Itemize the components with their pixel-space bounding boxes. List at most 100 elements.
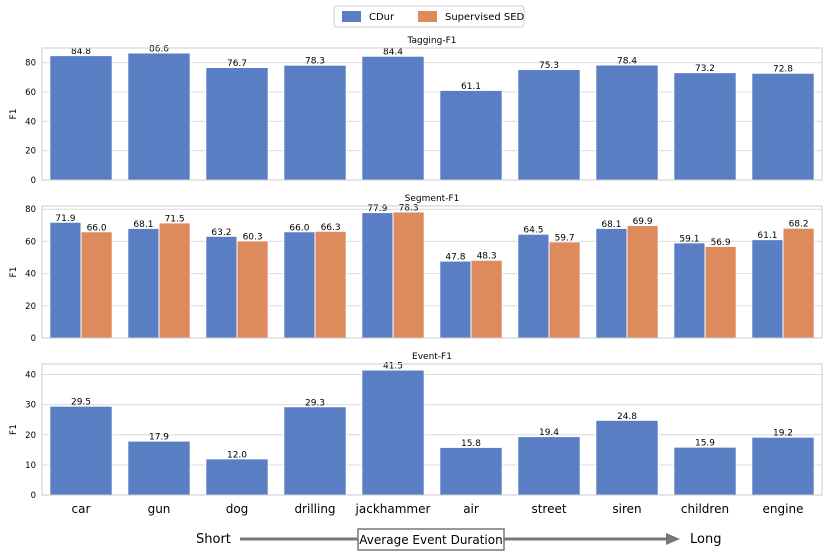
legend-swatch-cdur — [342, 11, 361, 22]
y-tick-label: 40 — [25, 371, 36, 381]
bar-air-cdur — [439, 89, 503, 181]
duration-arrow-annotation: Short Average Event Duration Long — [196, 528, 721, 551]
panel-frame — [41, 47, 823, 181]
x-tick-label-siren: siren — [612, 502, 641, 516]
bar-air-supervised-sed — [470, 259, 503, 339]
chart-panels: Tagging-F1 F1 0 20 40 60 80 84.8 86.6 76.7 78.3 84.… — [9, 36, 823, 516]
bar-value-label: 77.9 — [367, 204, 387, 214]
bar-drilling-cdur — [283, 64, 347, 181]
bar-value-label: 29.5 — [71, 398, 91, 408]
y-axis-label: F1 — [9, 424, 19, 435]
bar-value-label: 24.8 — [617, 412, 637, 422]
bar-gun-cdur — [127, 52, 191, 181]
bar-value-label: 84.4 — [383, 48, 403, 58]
bar-children-cdur — [673, 242, 706, 339]
bar-car-cdur — [49, 55, 113, 181]
bar-value-label: 63.2 — [211, 228, 231, 238]
bar-jackhammer-cdur — [361, 212, 394, 339]
bar-value-label: 68.1 — [133, 220, 153, 230]
bar-children-cdur — [673, 72, 737, 181]
bar-value-label: 84.8 — [71, 47, 91, 57]
bar-siren-cdur — [595, 419, 659, 496]
duration-center-label: Average Event Duration — [359, 533, 502, 547]
bar-value-label: 15.8 — [461, 439, 481, 449]
y-tick-label: 20 — [25, 302, 36, 312]
bar-value-label: 69.9 — [633, 217, 653, 227]
duration-arrow-head — [666, 533, 680, 545]
y-tick-label: 0 — [31, 491, 36, 501]
bar-value-label: 71.9 — [55, 214, 75, 224]
bar-value-label: 15.9 — [695, 439, 715, 449]
bar-children-supervised-sed — [704, 245, 737, 339]
bar-value-label: 60.3 — [243, 232, 263, 242]
bar-street-cdur — [517, 436, 581, 496]
bar-street-cdur — [517, 233, 550, 339]
bar-street-cdur — [517, 69, 581, 181]
bar-jackhammer-cdur — [361, 369, 425, 496]
bar-value-label: 72.8 — [773, 65, 793, 75]
y-tick-label: 60 — [25, 237, 36, 247]
bar-engine-cdur — [751, 72, 815, 181]
bar-dog-cdur — [205, 235, 238, 339]
y-tick-label: 30 — [25, 401, 36, 411]
bar-value-label: 71.5 — [165, 214, 185, 224]
bar-value-label: 68.1 — [601, 220, 621, 230]
bar-car-supervised-sed — [80, 231, 113, 339]
bar-air-cdur — [439, 260, 472, 339]
panel-title: Event-F1 — [412, 352, 452, 362]
bar-dog-supervised-sed — [236, 240, 269, 339]
bar-value-label: 78.4 — [617, 57, 637, 67]
legend-label-cdur: CDur — [369, 12, 395, 23]
bar-street-supervised-sed — [548, 241, 581, 339]
y-tick-label: 10 — [25, 461, 36, 471]
bar-value-label: 19.4 — [539, 428, 559, 438]
bar-value-label: 68.2 — [789, 220, 809, 230]
y-tick-label: 80 — [25, 59, 36, 69]
bar-dog-cdur — [205, 458, 269, 496]
bar-value-label: 47.8 — [445, 253, 465, 263]
bar-jackhammer-cdur — [361, 55, 425, 181]
y-tick-label: 60 — [25, 88, 36, 98]
bar-value-label: 56.9 — [711, 238, 731, 248]
panel-event-f1: Event-F1 F1 0 10 20 30 40 29.5 car 17.9 gun 12.0 dog… — [9, 352, 823, 516]
bar-value-label: 12.0 — [227, 450, 247, 460]
bar-gun-cdur — [127, 440, 191, 496]
bar-value-label: 64.5 — [523, 226, 543, 236]
panel-tagging-f1: Tagging-F1 F1 0 20 40 60 80 84.8 86.6 76.7 78.3 84.… — [9, 36, 823, 186]
bar-value-label: 19.2 — [773, 429, 793, 439]
bar-siren-supervised-sed — [626, 224, 659, 339]
legend: CDur Supervised SED — [333, 5, 525, 28]
y-tick-label: 40 — [25, 270, 36, 280]
bar-air-cdur — [439, 446, 503, 496]
x-tick-label-street: street — [531, 502, 566, 516]
x-tick-label-jackhammer: jackhammer — [355, 502, 431, 516]
y-tick-label: 40 — [25, 117, 36, 127]
panel-title: Segment-F1 — [405, 194, 460, 204]
bar-gun-cdur — [127, 227, 160, 339]
bar-car-cdur — [49, 405, 113, 496]
bar-value-label: 86.6 — [149, 44, 169, 54]
x-tick-label-car: car — [72, 502, 91, 516]
bar-engine-cdur — [751, 239, 784, 339]
bar-gun-supervised-sed — [158, 222, 191, 339]
bar-value-label: 66.3 — [321, 223, 341, 233]
bar-siren-cdur — [595, 64, 659, 181]
y-tick-label: 80 — [25, 205, 36, 215]
bar-value-label: 41.5 — [383, 362, 403, 372]
bar-children-cdur — [673, 446, 737, 496]
legend-swatch-supervised-sed — [418, 11, 437, 22]
bar-value-label: 48.3 — [477, 252, 497, 262]
panel-segment-f1: Segment-F1 F1 0 20 40 60 80 71.9 66.0 68.1 71.5 63.… — [9, 194, 823, 344]
y-axis-label: F1 — [9, 109, 19, 120]
bar-drilling-supervised-sed — [314, 230, 347, 339]
bar-value-label: 75.3 — [539, 61, 559, 71]
duration-long-label: Long — [690, 532, 721, 547]
bar-jackhammer-supervised-sed — [392, 211, 425, 339]
bar-value-label: 29.3 — [305, 398, 325, 408]
y-tick-label: 20 — [25, 147, 36, 157]
bar-drilling-cdur — [283, 406, 347, 496]
bar-value-label: 59.7 — [555, 233, 575, 243]
y-tick-label: 0 — [31, 334, 36, 344]
bar-value-label: 78.3 — [399, 203, 419, 213]
